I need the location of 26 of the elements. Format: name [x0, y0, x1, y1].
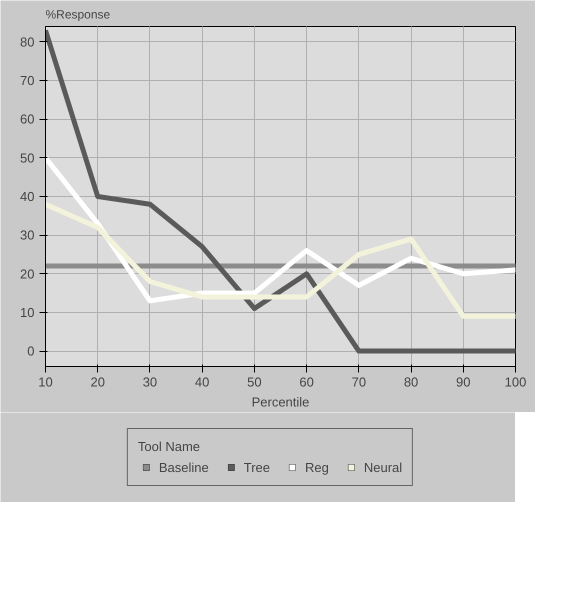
legend-label: Neural: [364, 460, 402, 474]
y-tick-label: 20: [20, 266, 35, 282]
y-tick-label: 60: [20, 112, 35, 127]
x-tick-label: 40: [194, 374, 210, 390]
x-tick-label: 30: [142, 374, 158, 390]
x-tick-label: 70: [352, 374, 366, 390]
y-axis-title: %Response: [46, 8, 111, 22]
y-tick-label: 10: [20, 304, 35, 320]
legend-label: Baseline: [158, 460, 209, 474]
x-tick-label: 80: [404, 374, 418, 390]
x-tick-label: 60: [299, 374, 314, 390]
legend-label: Tree: [244, 460, 270, 474]
y-tick-label: 40: [20, 189, 35, 204]
y-tick-label: 70: [20, 73, 35, 88]
legend-title: Tool Name: [138, 439, 201, 454]
x-tick-label: 50: [247, 374, 262, 390]
y-tick-label: 80: [20, 34, 35, 50]
y-tick-label: 50: [20, 150, 35, 166]
x-tick-label: 20: [90, 374, 105, 390]
y-tick-label: 0: [27, 344, 35, 359]
y-tick-label: 30: [20, 228, 35, 243]
legend-label: Reg: [304, 460, 329, 474]
x-axis-title: Percentile: [252, 394, 310, 410]
x-tick-label: 90: [456, 374, 471, 390]
x-tick-label: 100: [504, 374, 526, 390]
x-tick-label: 10: [38, 374, 53, 390]
